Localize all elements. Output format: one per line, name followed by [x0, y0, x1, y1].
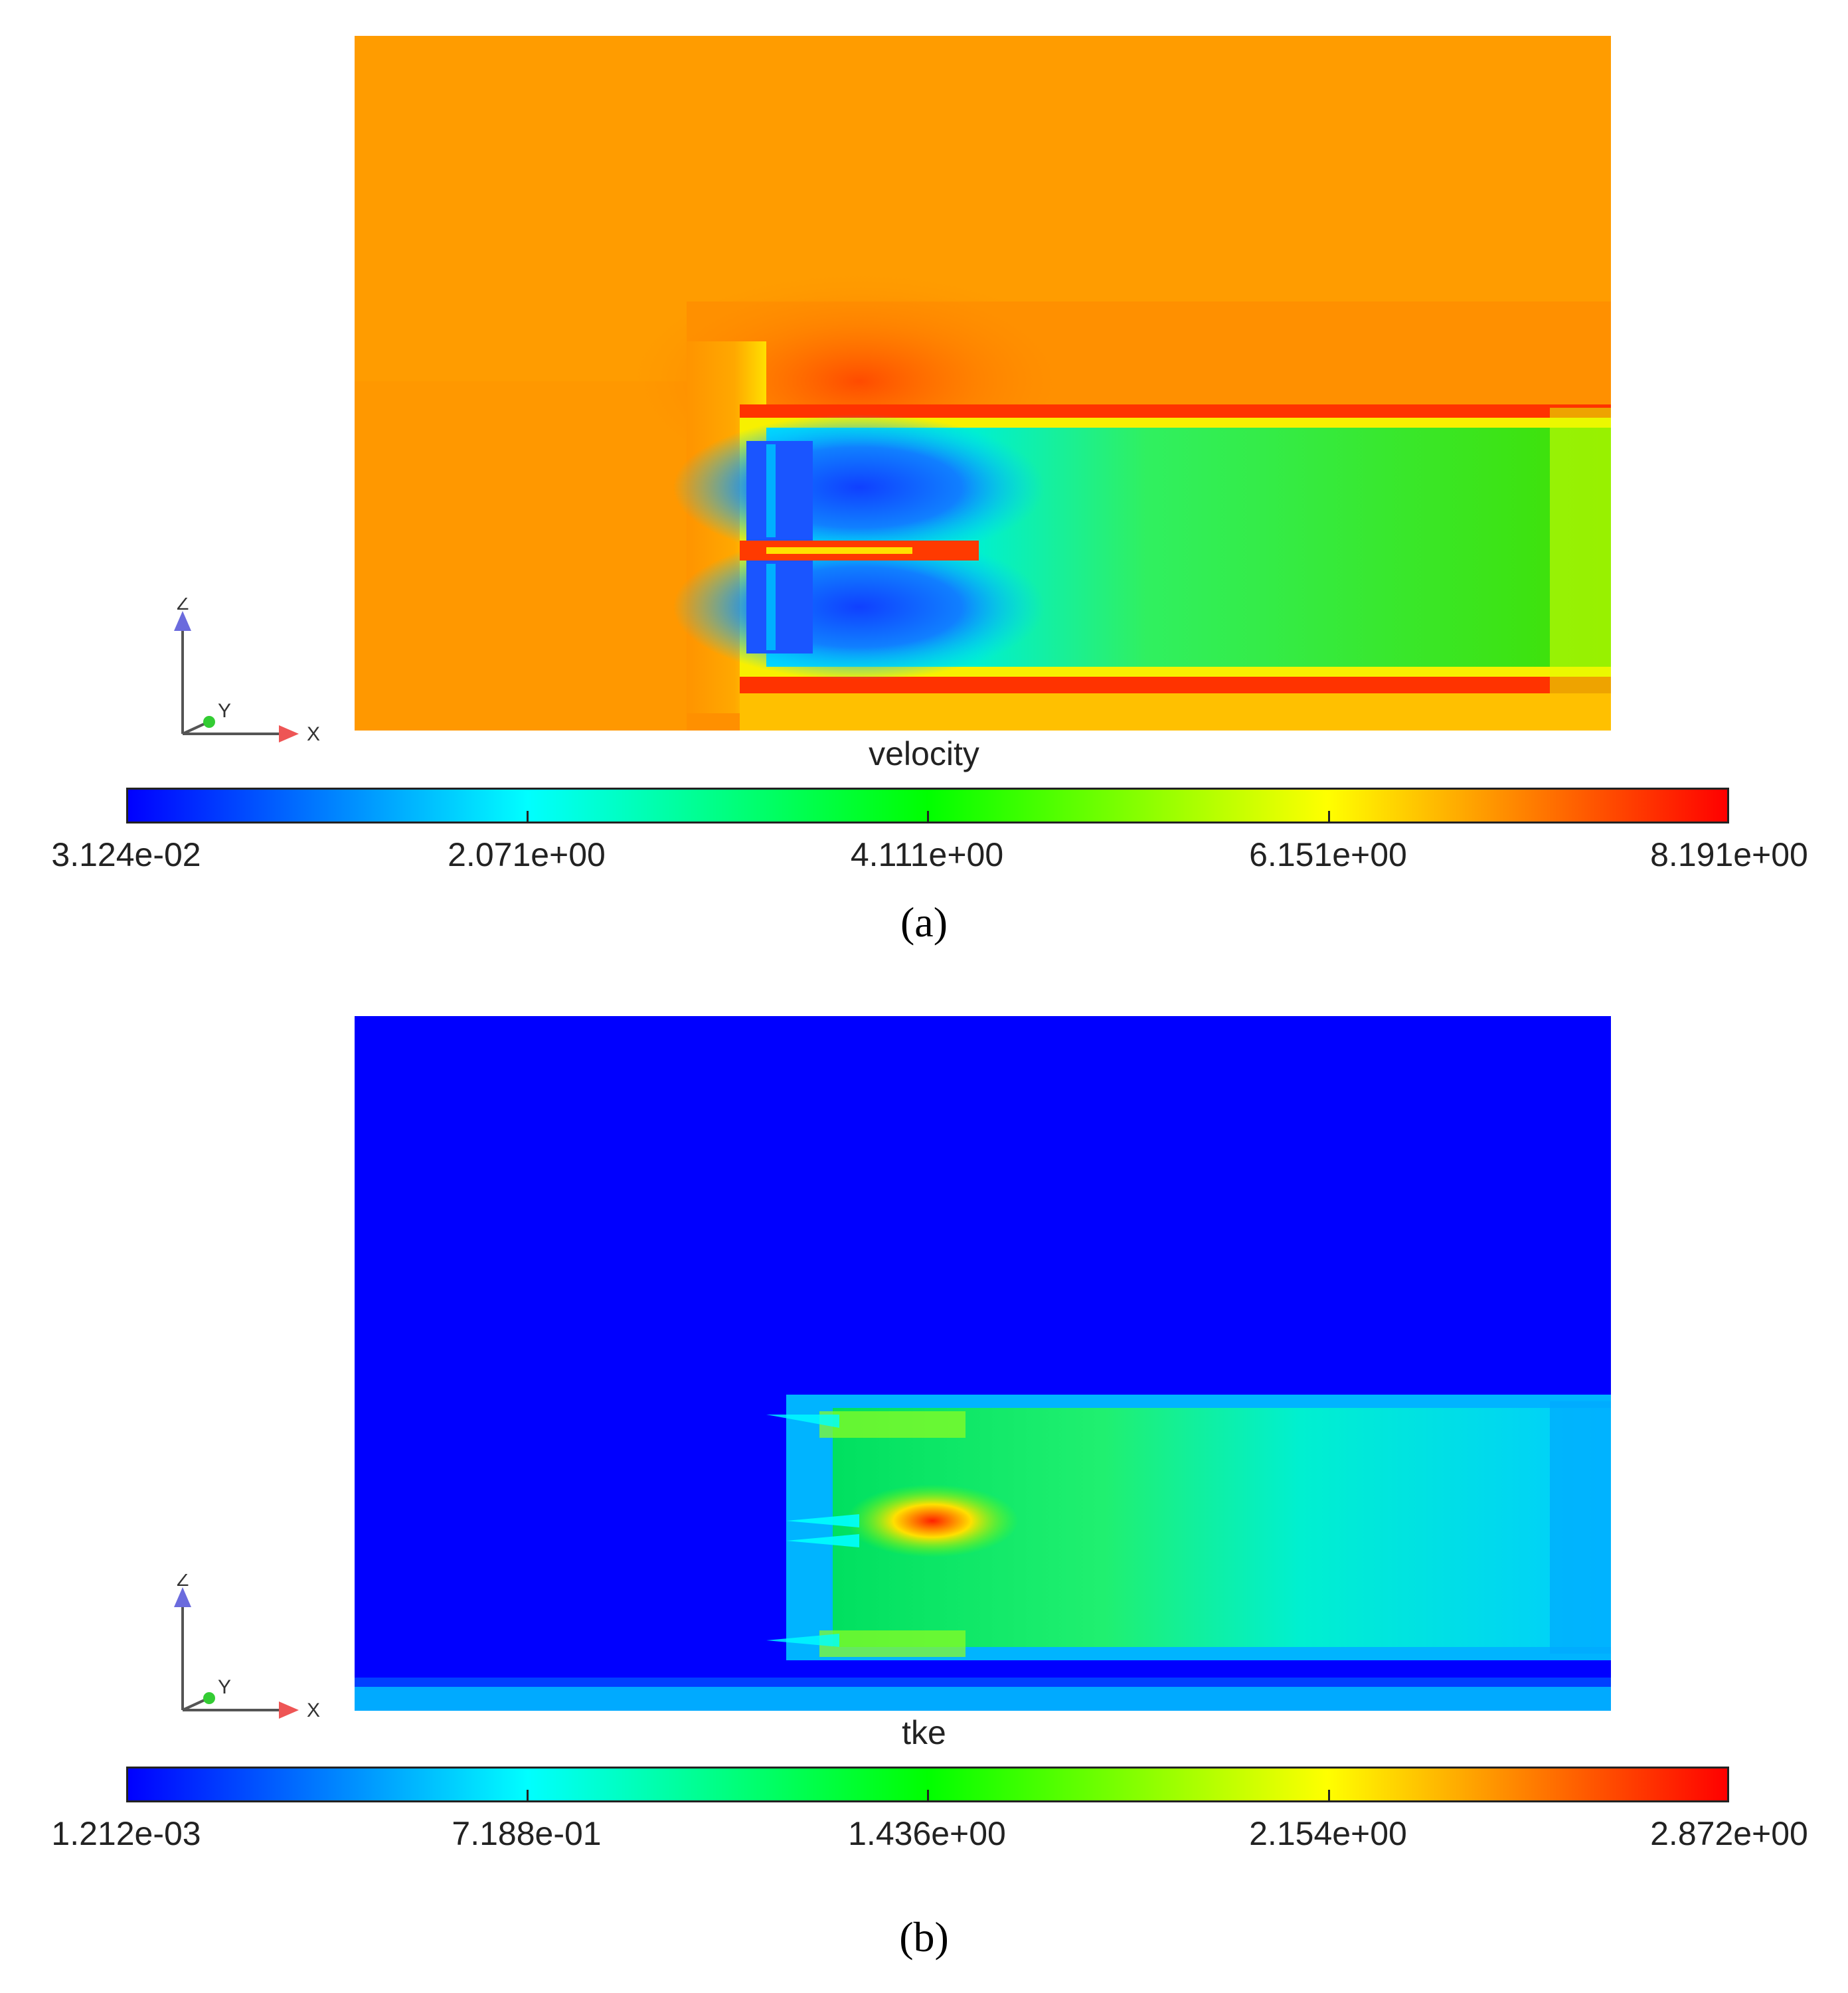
panel-a: Z Y X velocity 3.124e-02 2.071e+00 4.111… — [0, 0, 1848, 983]
colorbar-tick-label: 1.436e+00 — [848, 1815, 1006, 1852]
y-axis-label: Y — [218, 700, 231, 722]
tke-contour-image — [355, 1016, 1611, 1711]
tke-contour-field — [355, 1016, 1611, 1711]
colorbar-tick-label: 4.111e+00 — [850, 836, 1004, 873]
colorbar-tick — [1328, 811, 1330, 822]
colorbar — [126, 1767, 1729, 1802]
colorbar-title: velocity — [869, 735, 979, 772]
colorbar-tick-label: 8.191e+00 — [1650, 836, 1808, 873]
colorbar-tick-label: 7.188e-01 — [452, 1815, 602, 1852]
axes-triad-a: Z Y X — [166, 592, 339, 745]
colorbar-title: tke — [902, 1714, 946, 1751]
colorbar-tick — [927, 811, 929, 822]
colorbar-tick-label: 3.124e-02 — [51, 836, 201, 873]
colorbar-tick — [527, 811, 529, 822]
z-axis-label: Z — [177, 598, 189, 614]
panel-b: Z Y X tke 1.212e-03 7.188e-01 1.436e+00 … — [0, 983, 1848, 1993]
y-axis-dot-icon — [203, 716, 215, 728]
colorbar-tick-label: 2.154e+00 — [1249, 1815, 1407, 1852]
colorbar-tick — [1328, 1790, 1330, 1800]
velocity-contour-image — [355, 36, 1611, 731]
colorbar — [126, 788, 1729, 823]
z-axis-arrow-icon — [174, 1587, 191, 1607]
colorbar-tick-label: 1.212e-03 — [51, 1815, 201, 1852]
y-axis-dot-icon — [203, 1692, 215, 1704]
axes-triad-b: Z Y X — [166, 1569, 339, 1721]
colorbar-tick-label: 2.071e+00 — [448, 836, 606, 873]
colorbar-tick-label: 6.151e+00 — [1249, 836, 1407, 873]
velocity-contour-field — [355, 36, 1611, 731]
colorbar-tick — [927, 1790, 929, 1800]
colorbar-tick-label: 2.872e+00 — [1650, 1815, 1808, 1852]
x-axis-arrow-icon — [279, 1701, 299, 1719]
panel-label: (a) — [900, 899, 948, 946]
axes-triad-a-graphic: Z Y X — [174, 592, 320, 745]
x-axis-label: X — [307, 723, 320, 744]
colorbar-tick — [527, 1790, 529, 1800]
x-axis-label: X — [307, 1699, 320, 1720]
z-axis-arrow-icon — [174, 611, 191, 631]
y-axis-label: Y — [218, 1676, 231, 1698]
axes-triad-b-graphic: Z Y X — [174, 1569, 320, 1721]
panel-label: (b) — [899, 1913, 949, 1960]
z-axis-label: Z — [177, 1574, 189, 1591]
x-axis-arrow-icon — [279, 725, 299, 742]
